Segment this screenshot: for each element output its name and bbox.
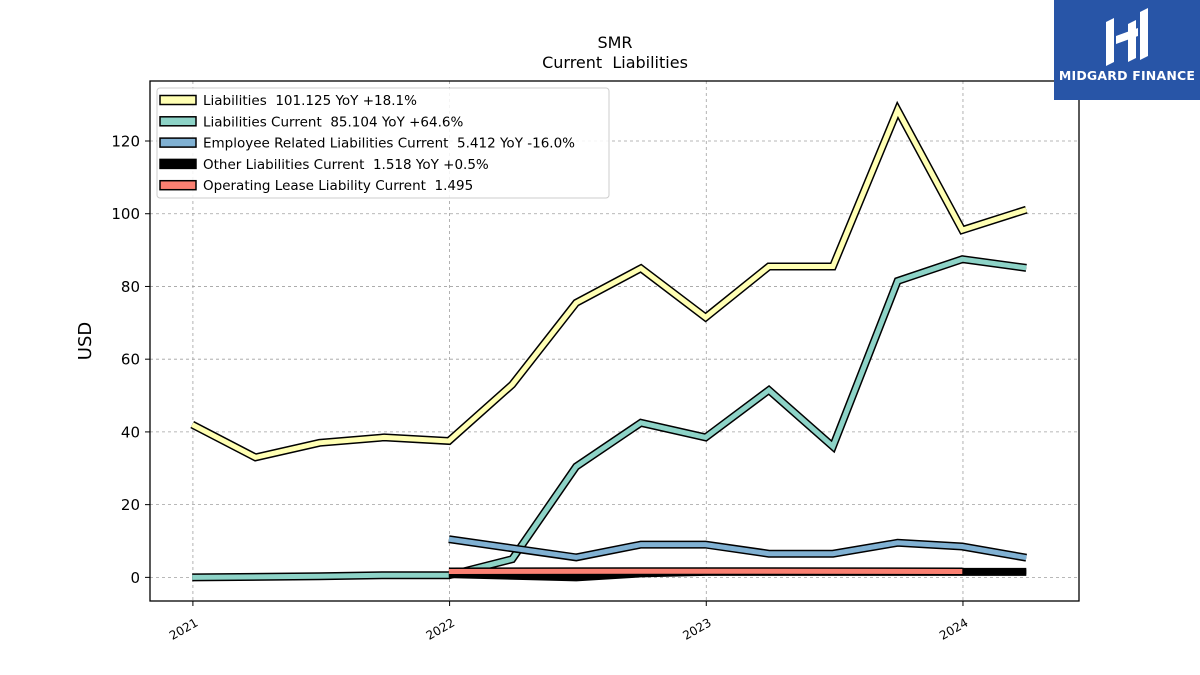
legend-swatch-4 <box>159 179 197 191</box>
legend-swatch-3 <box>159 158 197 170</box>
y-tick-label: 40 <box>121 423 140 441</box>
plot-area-frame <box>149 80 1080 602</box>
chart-title: SMR <box>597 33 632 52</box>
x-tick-label: 2022 <box>424 615 457 642</box>
logo-mark-icon <box>1106 8 1148 66</box>
series-line-1 <box>192 256 1027 580</box>
y-tick-label: 100 <box>111 205 140 223</box>
legend-entry-1: Liabilities Current 85.104 YoY +64.6% <box>203 114 463 130</box>
legend-swatch-0 <box>159 94 197 106</box>
legend-entry-0: Liabilities 101.125 YoY +18.1% <box>203 93 417 109</box>
legend-swatch-1 <box>159 116 197 127</box>
x-tick-label: 2023 <box>680 615 713 642</box>
y-tick-label: 0 <box>130 569 140 587</box>
logo-text: MIDGARD FINANCE <box>1058 68 1196 83</box>
series-outline-1 <box>192 255 1027 582</box>
legend: Liabilities 101.125 YoY +18.1% Liabilitie… <box>156 87 610 199</box>
x-tick-label: 2024 <box>937 615 970 642</box>
legend-swatch-2 <box>159 137 197 148</box>
legend-box <box>156 87 610 199</box>
chart-subtitle: Current Liabilities <box>542 53 688 72</box>
legend-entry-3: Other Liabilities Current 1.518 YoY +0.5… <box>203 157 489 173</box>
legend-entry-2: Employee Related Liabilities Current 5.4… <box>203 136 575 152</box>
series-line-2 <box>448 536 1027 561</box>
brand-logo: MIDGARD FINANCE <box>1054 0 1200 100</box>
x-tick-label: 2021 <box>167 615 200 642</box>
y-axis-label: USD <box>75 322 96 360</box>
legend-entry-4: Operating Lease Liability Current 1.495 <box>203 178 473 194</box>
y-tick-label: 20 <box>121 496 140 514</box>
y-tick-label: 60 <box>121 351 140 369</box>
y-tick-label: 120 <box>111 133 140 151</box>
series-line-0 <box>191 104 1028 461</box>
y-tick-label: 80 <box>121 278 140 296</box>
